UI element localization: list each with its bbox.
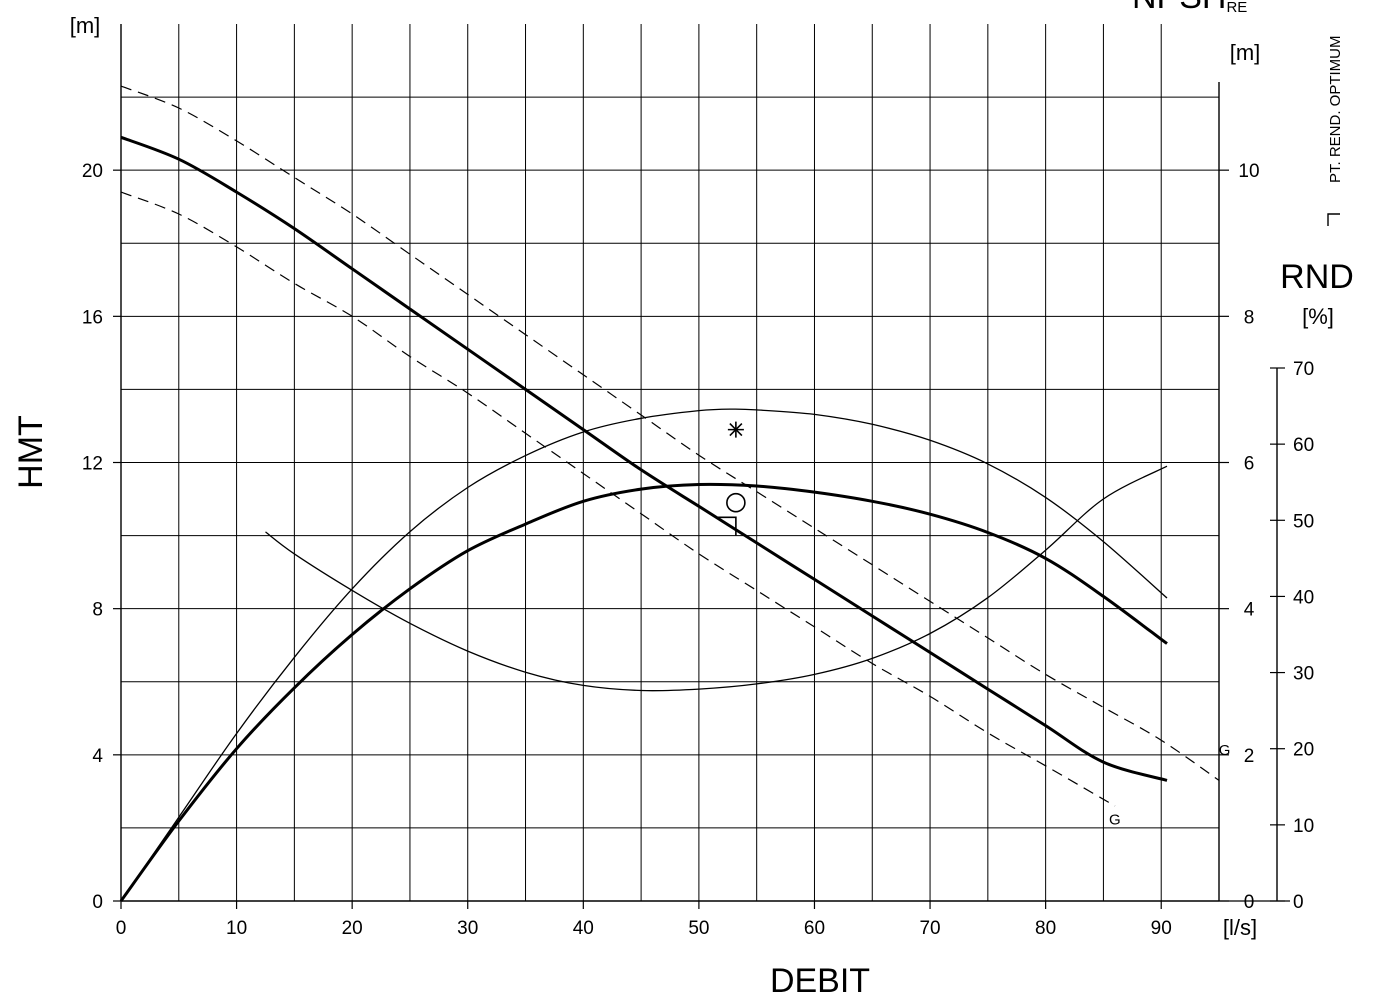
x-tick-label: 80	[1035, 918, 1056, 939]
rnd-tick-label: 0	[1293, 892, 1304, 913]
chart-markers	[717, 421, 746, 536]
left-axis-label: HMT	[12, 415, 50, 489]
npsh-tick-label: 4	[1244, 600, 1255, 621]
rnd-tick-label: 20	[1293, 740, 1314, 761]
rnd-tick-label: 70	[1293, 359, 1314, 380]
grid-lines	[121, 24, 1219, 901]
rnd-tick-label: 10	[1293, 816, 1314, 837]
npsh-tick-label: 6	[1244, 454, 1255, 475]
hmt-tick-label: 4	[92, 746, 103, 767]
rnd-axis-label: RND	[1280, 258, 1354, 296]
rnd-tick-label: 50	[1293, 511, 1314, 532]
x-tick-label: 50	[688, 918, 709, 939]
npsh-axis-unit: [m]	[1230, 40, 1261, 65]
npsh-tick-label: 8	[1244, 307, 1255, 328]
curve-annotation: G	[1219, 742, 1231, 759]
x-tick-label: 10	[226, 918, 247, 939]
optimum-efficiency-symbol	[1327, 213, 1340, 226]
rnd-tick-label: 40	[1293, 587, 1314, 608]
npsh-axis-label: NPSHRE	[1132, 0, 1247, 16]
series-curve-rnd-bold-3	[119, 482, 1168, 902]
series-curve-hmt-dashed-2	[120, 191, 1116, 807]
data-curves	[119, 85, 1220, 902]
hmt-tick-label: 20	[82, 161, 103, 182]
operating-point-circle	[726, 492, 746, 513]
optimum-efficiency-asterisk	[727, 421, 744, 438]
x-tick-label: 40	[573, 918, 594, 939]
chart-axes	[113, 24, 1290, 909]
hmt-tick-label: 0	[92, 892, 103, 913]
npsh-tick-label: 0	[1244, 892, 1255, 913]
npsh-axis-label-text: NPSH	[1132, 0, 1226, 16]
series-curve-npsh-thin-5	[265, 465, 1168, 692]
asterisk-stroke	[729, 423, 743, 437]
series-curve-hmt-dashed-1	[120, 85, 1220, 781]
hmt-tick-label: 12	[82, 454, 103, 475]
optimum-efficiency-bracket	[717, 516, 737, 536]
optimum-efficiency-note: PT. REND. OPTIMUM	[1327, 35, 1344, 183]
x-axis-unit: [l/s]	[1223, 915, 1257, 940]
rnd-tick-label: 60	[1293, 435, 1314, 456]
npsh-tick-label: 2	[1244, 746, 1255, 767]
x-tick-label: 0	[116, 918, 127, 939]
npsh-tick-label: 10	[1238, 161, 1259, 182]
x-axis-label: DEBIT	[770, 962, 870, 994]
hmt-tick-label: 8	[92, 600, 103, 621]
hmt-tick-label: 16	[82, 307, 103, 328]
x-tick-label: 60	[804, 918, 825, 939]
x-tick-label: 30	[457, 918, 478, 939]
x-tick-label: 70	[919, 918, 940, 939]
npsh-axis-subscript: RE	[1226, 0, 1247, 16]
curve-annotation: G	[1109, 811, 1121, 828]
left-axis-unit: [m]	[70, 13, 101, 38]
tick-labels: 0 10 20 30 40 50 60 70 80 90 0 4 8 12 16 20 0 2 4 6 8 10 0 10 20…	[82, 161, 1314, 939]
series-curve-rnd-thin-4	[120, 408, 1168, 902]
x-tick-label: 20	[342, 918, 363, 939]
rnd-tick-label: 30	[1293, 664, 1314, 685]
series-curve-hmt-bold-0	[120, 135, 1168, 782]
x-tick-label: 90	[1151, 918, 1172, 939]
rnd-axis-unit: [%]	[1302, 304, 1334, 329]
